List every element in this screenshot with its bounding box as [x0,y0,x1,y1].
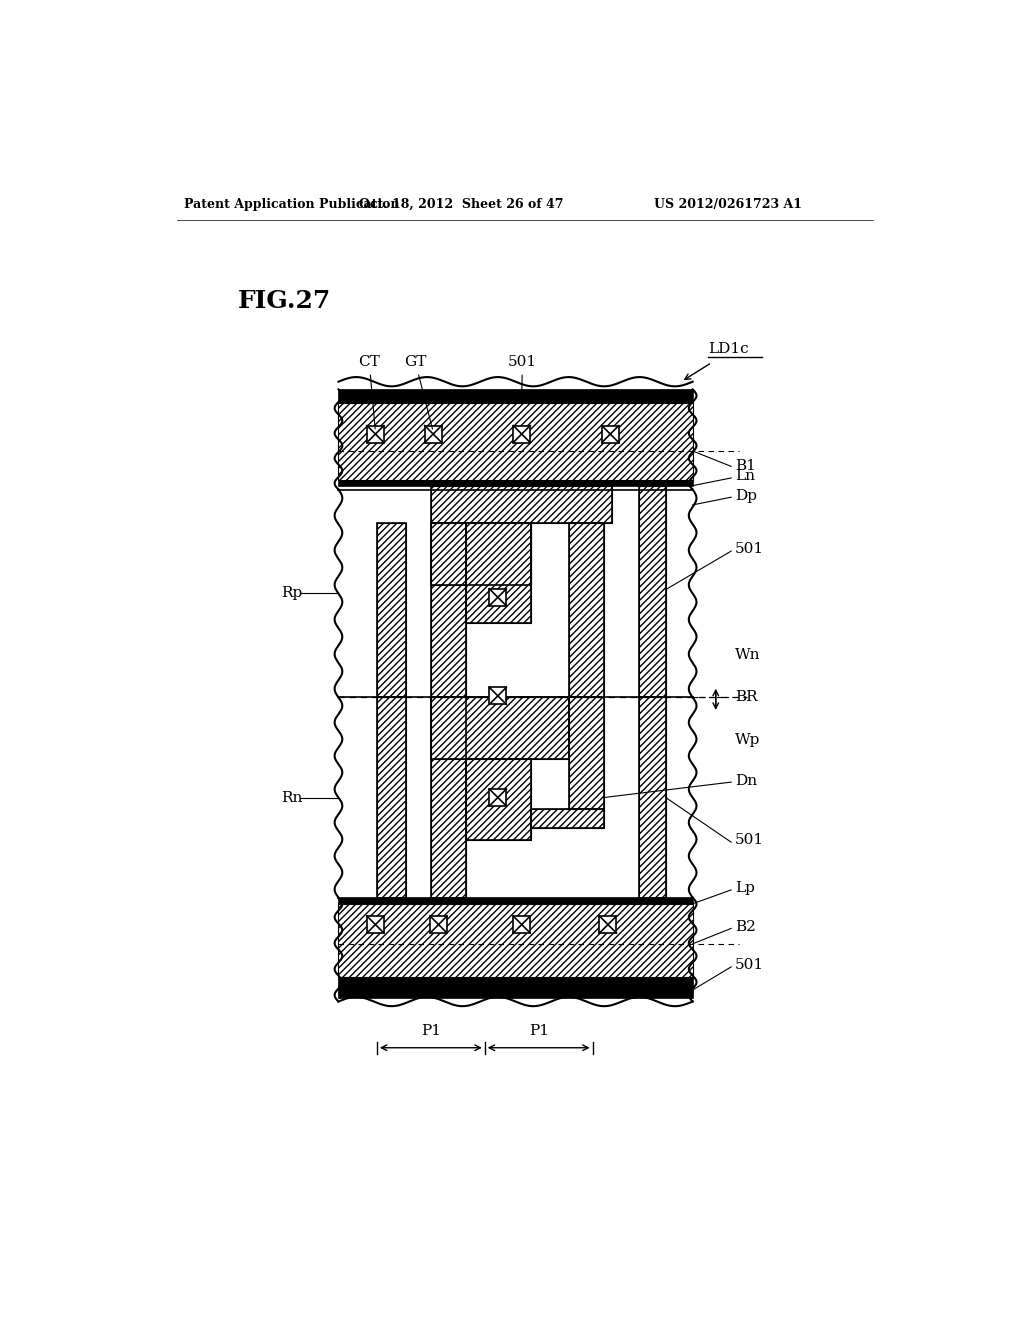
Text: FIG.27: FIG.27 [239,289,332,313]
Bar [431,697,569,759]
Bar [430,916,447,933]
Text: 501: 501 [735,541,764,556]
Bar [377,524,407,697]
Text: Lp: Lp [735,882,755,895]
Text: 501: 501 [735,833,764,847]
Text: Dn: Dn [735,774,757,788]
Bar [431,524,466,697]
Bar [431,697,466,898]
Bar [489,589,506,606]
Bar [489,789,506,807]
Bar [639,487,666,697]
Bar [531,809,604,829]
Text: US 2012/0261723 A1: US 2012/0261723 A1 [654,198,802,211]
Bar [599,916,616,933]
Bar [377,697,407,898]
Bar [367,916,384,933]
Text: Rp: Rp [281,586,302,601]
Bar [431,487,611,524]
Text: P1: P1 [421,1024,441,1038]
Bar [466,759,531,840]
Bar [466,523,531,623]
Bar [639,697,666,898]
Bar [513,916,530,933]
Bar [339,983,692,998]
Bar [466,759,531,840]
Bar [569,524,604,697]
Text: BR: BR [735,690,758,705]
Text: Wn: Wn [735,648,761,663]
Text: Wp: Wp [735,733,761,747]
Text: Dp: Dp [735,488,757,503]
Bar [431,523,531,585]
Text: LD1c: LD1c [708,342,749,356]
Bar [367,425,384,442]
Bar [431,523,531,585]
Bar [431,697,466,898]
Bar [569,524,604,697]
Bar [569,697,604,809]
Text: P1: P1 [528,1024,549,1038]
Bar [339,904,692,977]
Text: CT: CT [358,355,380,429]
Bar [602,425,618,442]
Text: GT: GT [404,355,432,429]
Text: Ln: Ln [735,469,755,483]
Bar [489,688,506,705]
Text: B1: B1 [735,459,756,474]
Text: Rn: Rn [281,791,302,804]
Bar [339,898,692,904]
Bar [639,487,666,697]
Bar [569,697,604,809]
Bar [339,480,692,487]
Bar [431,697,569,759]
Bar [466,523,531,623]
Bar [431,487,611,524]
Text: B2: B2 [735,920,756,933]
Text: 501: 501 [735,958,764,973]
Bar [639,697,666,898]
Bar [339,404,692,480]
Bar [339,389,692,404]
Text: 501: 501 [508,355,537,391]
Bar [531,809,604,829]
Text: Patent Application Publication: Patent Application Publication [184,198,400,211]
Bar [425,425,441,442]
Bar [513,425,530,442]
Bar [377,697,407,898]
Text: Oct. 18, 2012  Sheet 26 of 47: Oct. 18, 2012 Sheet 26 of 47 [359,198,564,211]
Bar [377,524,407,697]
Bar [431,524,466,697]
Bar [339,977,692,983]
